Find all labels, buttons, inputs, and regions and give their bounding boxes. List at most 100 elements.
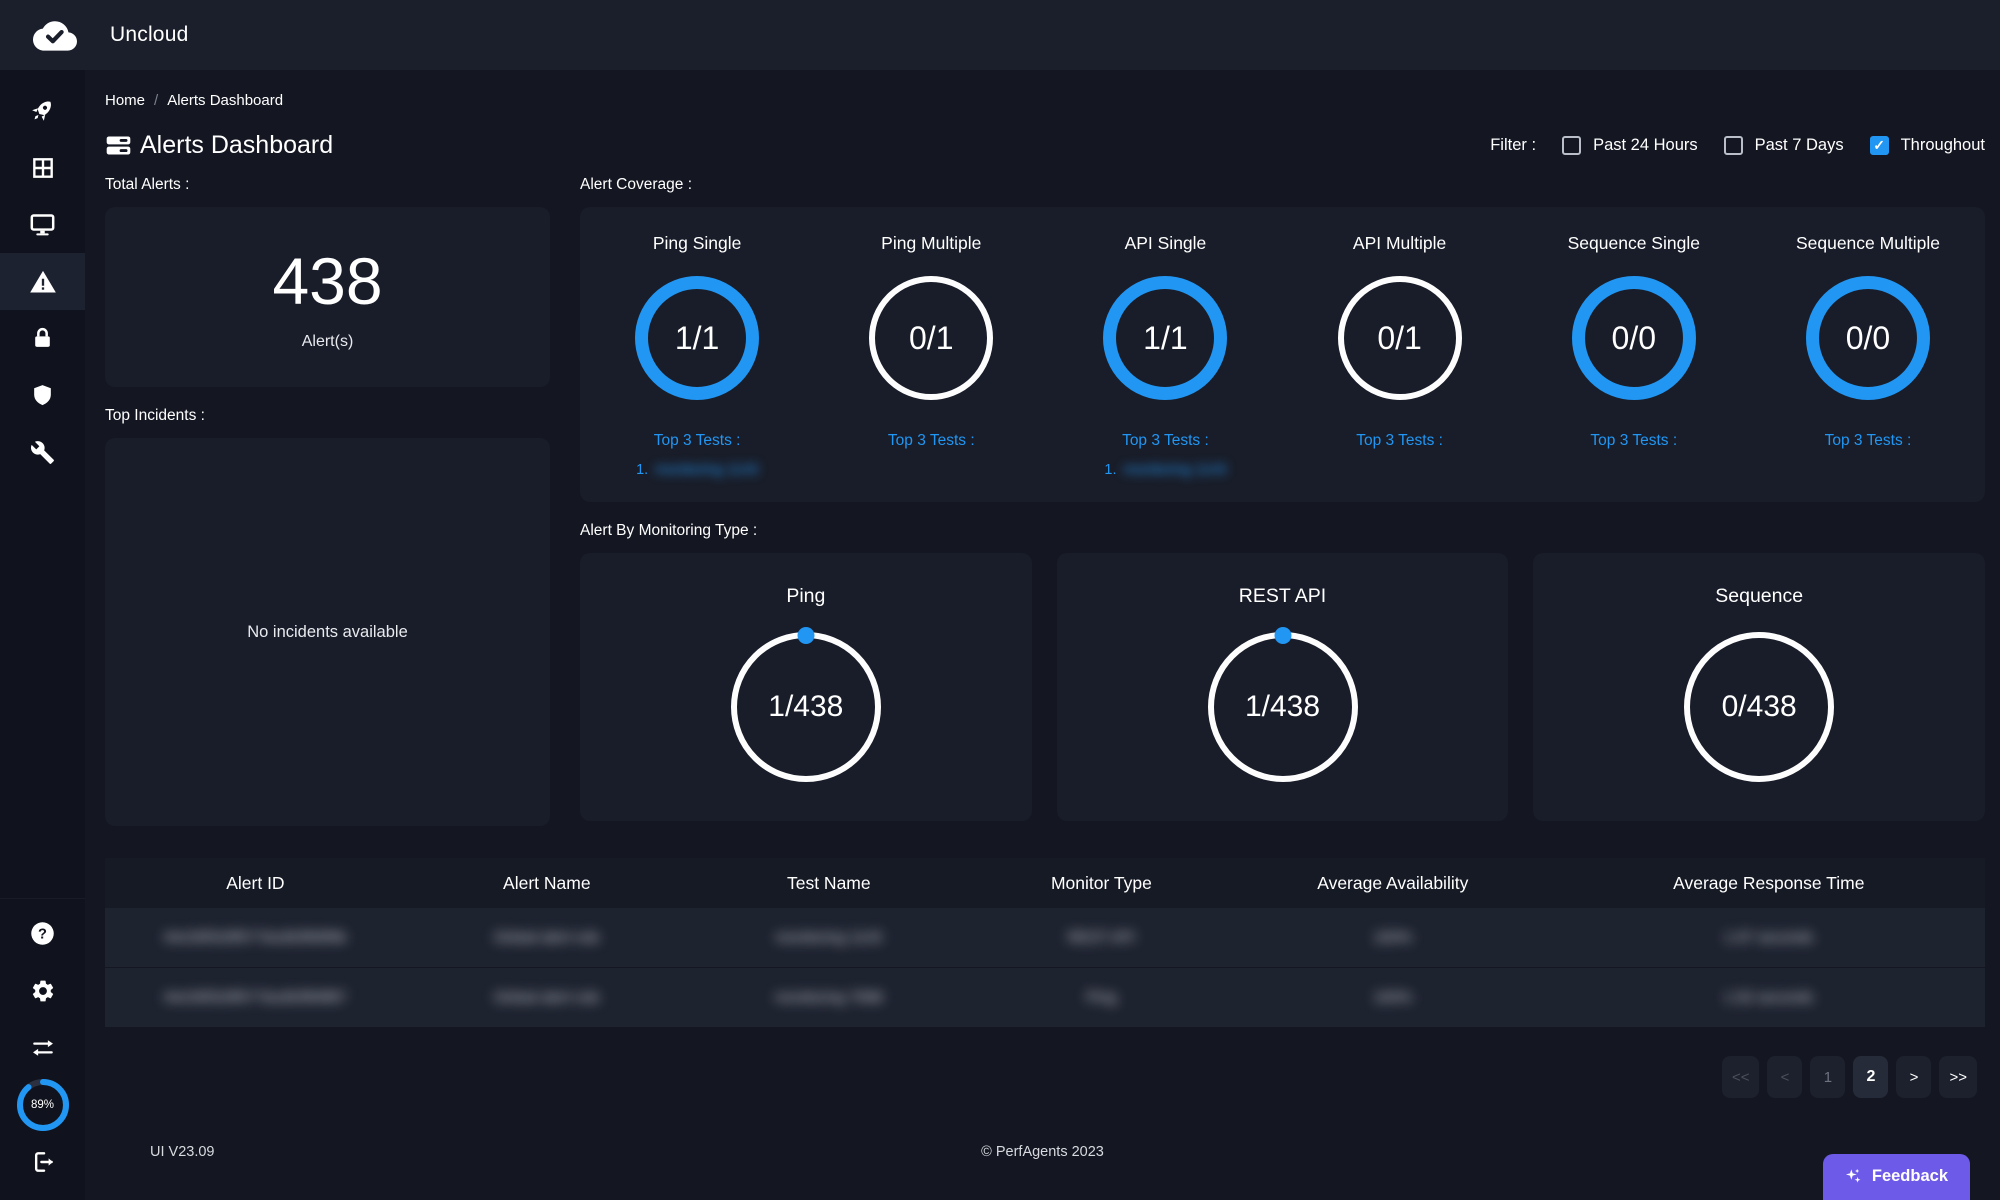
monitoring-card-title: Sequence (1715, 585, 1804, 607)
alerts-table: Alert ID Alert Name Test Name Monitor Ty… (105, 858, 1985, 1028)
coverage-ring: 0/0 (1571, 276, 1696, 400)
sidebar-item-alerts[interactable] (0, 253, 85, 310)
pagination-last-button[interactable]: >> (1939, 1056, 1977, 1098)
sidebar-item-launch[interactable] (0, 82, 85, 139)
sidebar-item-monitors[interactable] (0, 196, 85, 253)
top-tests-link[interactable]: Top 3 Tests : (653, 432, 741, 449)
pagination: << < 1 2 > >> (105, 1056, 1985, 1098)
test-name-link-redacted[interactable]: monitoring 1143 (655, 462, 759, 478)
sidebar-item-protection[interactable] (0, 367, 85, 424)
sidebar-item-security[interactable] (0, 310, 85, 367)
coverage-item-ping-single: Ping Single 1/1 Top 3 Tests : 1. monitor… (580, 233, 814, 502)
top-tests-link[interactable]: Top 3 Tests : (1356, 432, 1443, 449)
breadcrumb-home-link[interactable]: Home (105, 92, 146, 109)
sidebar-item-settings[interactable] (0, 962, 85, 1019)
checkbox-throughout[interactable]: ✓ (1869, 136, 1889, 155)
cell-availability-redacted: 100% (1373, 929, 1412, 946)
monitoring-value: 1/438 (1244, 690, 1321, 723)
coverage-value: 0/1 (1377, 319, 1422, 356)
shield-icon (30, 383, 55, 408)
cell-alert-id-redacted: 64c59f329f577dcd93f99f87 (164, 989, 347, 1006)
pagination-next-button[interactable]: > (1896, 1056, 1932, 1098)
total-alerts-unit: Alert(s) (301, 333, 354, 350)
sidebar-item-transfer[interactable] (0, 1019, 85, 1076)
sidebar-item-help[interactable]: ? (0, 905, 85, 962)
top-tests-link[interactable]: Top 3 Tests : (1590, 432, 1678, 449)
feedback-button[interactable]: Feedback (1822, 1154, 1970, 1200)
total-alerts-card: 438 Alert(s) (105, 207, 550, 387)
filter-past-7-days[interactable]: Past 7 Days (1723, 136, 1844, 155)
monitoring-value: 1/438 (768, 690, 844, 723)
app-title: Uncloud (110, 23, 189, 46)
checkbox-past-24-hours[interactable] (1562, 136, 1582, 155)
help-icon: ? (29, 920, 56, 947)
sidebar-item-dashboard[interactable] (0, 139, 85, 196)
coverage-title: Ping Multiple (881, 233, 982, 253)
test-index: 1. (636, 462, 649, 478)
server-stack-icon (105, 132, 132, 159)
coverage-ring: 1/1 (635, 276, 760, 400)
footer: UI V23.09 © PerfAgents 2023 (105, 1144, 1985, 1160)
coverage-ring: 1/1 (1103, 276, 1228, 400)
coverage-value: 0/1 (909, 319, 954, 356)
alert-coverage-label: Alert Coverage : (580, 176, 692, 193)
filter-past-24-hours[interactable]: Past 24 Hours (1562, 136, 1698, 155)
feedback-label: Feedback (1871, 1166, 1948, 1185)
coverage-title: API Single (1124, 233, 1207, 253)
no-incidents-text: No incidents available (247, 622, 408, 641)
coverage-value: 1/1 (1143, 319, 1188, 356)
coverage-value: 1/1 (674, 319, 720, 356)
coverage-title: API Multiple (1352, 233, 1447, 253)
cell-test-name-redacted: monitoring 7998 (775, 989, 883, 1006)
coverage-title: Sequence Single (1567, 233, 1700, 253)
cell-alert-name-redacted: Global alert rule (493, 929, 600, 946)
cell-alert-id-redacted: 64c59f329f577dcd93f99f9b (164, 929, 347, 946)
app-logo[interactable] (24, 19, 86, 51)
table-row[interactable]: 64c59f329f577dcd93f99f9b Global alert ru… (105, 908, 1985, 968)
cell-alert-name-redacted: Global alert rule (493, 989, 600, 1006)
usage-progress-ring: 89% (15, 1077, 71, 1133)
cell-monitor-type-redacted: REST API (1067, 929, 1136, 946)
coverage-title: Sequence Multiple (1795, 233, 1940, 253)
table-row[interactable]: 64c59f329f577dcd93f99f87 Global alert ru… (105, 968, 1985, 1028)
sidebar-item-usage[interactable]: 89% (0, 1076, 85, 1133)
pagination-page-2-button[interactable]: 2 (1853, 1056, 1889, 1098)
logout-icon (30, 1149, 56, 1175)
top-tests-link[interactable]: Top 3 Tests : (1824, 432, 1912, 449)
coverage-value: 0/0 (1611, 319, 1656, 356)
sidebar-item-tools[interactable] (0, 424, 85, 481)
monitoring-card-ping: Ping 1/438 (580, 553, 1032, 821)
col-header-average-response-time: Average Response Time (1673, 872, 1865, 893)
coverage-item-ping-multiple: Ping Multiple 0/1 Top 3 Tests : (814, 233, 1048, 502)
pagination-first-button[interactable]: << (1721, 1056, 1760, 1098)
transfer-arrows-icon (30, 1035, 56, 1061)
top-tests-link[interactable]: Top 3 Tests : (887, 432, 975, 449)
cell-test-name-redacted: monitoring 1143 (775, 929, 883, 946)
col-header-monitor-type: Monitor Type (1050, 872, 1152, 893)
breadcrumb: Home / Alerts Dashboard (105, 92, 1985, 109)
grid-icon (30, 155, 56, 181)
svg-text:?: ? (38, 927, 47, 943)
filter-throughout[interactable]: ✓ Throughout (1869, 136, 1985, 155)
total-alerts-value: 438 (272, 244, 383, 318)
top-tests-link[interactable]: Top 3 Tests : (1122, 432, 1209, 449)
cell-availability-redacted: 100% (1373, 989, 1412, 1006)
sidebar-item-logout[interactable] (0, 1133, 85, 1190)
coverage-value: 0/0 (1845, 319, 1891, 356)
ui-version-text: UI V23.09 (150, 1144, 215, 1160)
test-name-link-redacted[interactable]: monitoring 1143 (1123, 462, 1227, 478)
progress-dot-icon (1274, 627, 1291, 644)
monitoring-card-title: REST API (1238, 585, 1327, 607)
pagination-page-1-button[interactable]: 1 (1810, 1056, 1846, 1098)
test-index: 1. (1104, 462, 1117, 478)
page-title: Alerts Dashboard (105, 131, 333, 160)
monitoring-ring: 0/438 (1684, 632, 1835, 782)
pagination-prev-button[interactable]: < (1767, 1056, 1803, 1098)
breadcrumb-current: Alerts Dashboard (167, 92, 284, 109)
checkbox-past-7-days[interactable] (1723, 136, 1743, 155)
main-content: Home / Alerts Dashboard Alerts Dashboard… (85, 70, 2000, 1200)
coverage-title: Ping Single (652, 233, 742, 253)
coverage-ring: 0/1 (869, 276, 994, 400)
monitoring-value: 0/438 (1721, 690, 1797, 723)
table-header-row: Alert ID Alert Name Test Name Monitor Ty… (105, 858, 1985, 908)
